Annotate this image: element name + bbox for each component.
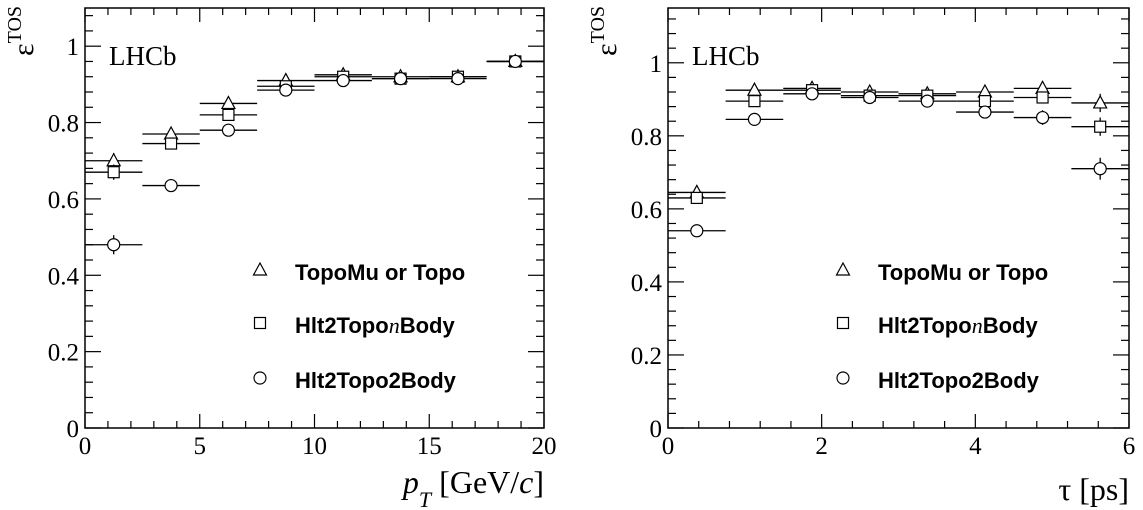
y-tick-label: 1 [650, 51, 663, 78]
legend-label-part: TopoMu or Topo [295, 260, 465, 285]
x-axis-label-c: c [519, 464, 533, 500]
y-tick-label: 0.8 [631, 124, 662, 151]
legend-marker-circle [253, 371, 267, 385]
data-point-triangle [106, 152, 122, 167]
data-point-square [690, 191, 703, 205]
data-point-triangle [163, 125, 179, 140]
y-tick-label: 1 [67, 34, 80, 61]
y-axis-label-superscript: TOS [587, 6, 609, 43]
legend-label-part: Hlt2Topo [295, 313, 389, 338]
x-axis-label: τ [ps] [1058, 471, 1129, 507]
x-tick-label: 0 [662, 433, 675, 460]
right-panel-tau: 0 2 4 6 0 0.2 0.4 0.6 0.8 1 εTOS τ [ps] LHCb TopoMu o… [587, 6, 1135, 507]
data-point-circle [336, 73, 350, 88]
y-tick-label: 0 [67, 416, 80, 443]
y-axis-label-symbol: ε [7, 43, 40, 56]
legend-label: Hlt2Topo2Body [878, 368, 1040, 393]
x-tick-label: 15 [417, 433, 442, 460]
lhcb-label: LHCb [692, 41, 760, 71]
data-point-square [107, 166, 120, 179]
data-point-circle [279, 83, 293, 97]
x-tick-label: 6 [1123, 433, 1136, 460]
data-point-circle [747, 112, 762, 126]
series-circle [668, 87, 1129, 238]
plot-frame [84, 7, 545, 429]
y-tick-label: 0.4 [48, 263, 80, 290]
legend-label: TopoMu or Topo [295, 260, 465, 285]
legend-marker-triangle [252, 261, 268, 276]
x-axis-label-unit-open: [GeV/ [431, 464, 519, 500]
series-circle [85, 54, 544, 255]
data-point-circle [805, 87, 819, 101]
legend-label: Hlt2ToponBody [295, 313, 455, 338]
data-point-circle [393, 72, 408, 86]
legend-label: Hlt2ToponBody [878, 313, 1038, 338]
x-tick-label: 0 [79, 433, 92, 460]
legend-label-part: Hlt2Topo [878, 313, 972, 338]
legend-label: TopoMu or Topo [878, 260, 1048, 285]
x-tick-label: 4 [969, 433, 982, 460]
legend-label-part: Hlt2Topo2Body [878, 368, 1040, 393]
series-triangle [668, 80, 1129, 199]
data-point-circle [107, 238, 121, 252]
data-point-circle [863, 90, 877, 105]
data-point-triangle [746, 81, 762, 96]
x-axis-label-p: p [401, 464, 419, 500]
y-axis-label-symbol: ε [590, 43, 623, 56]
data-point-circle [164, 178, 178, 193]
data-point-circle [1093, 162, 1107, 176]
legend-marker-square [836, 316, 850, 330]
legend-label-part: n [972, 313, 983, 338]
legend-label-part: n [389, 313, 400, 338]
y-tick-label: 0 [650, 416, 663, 443]
legend: TopoMu or Topo Hlt2ToponBody Hlt2Topo2Body [835, 260, 1048, 393]
series-triangle [85, 53, 544, 169]
data-point-circle [690, 224, 704, 238]
y-tick-label: 0.4 [631, 270, 663, 297]
data-point-square [1036, 91, 1049, 104]
data-point-circle [978, 105, 992, 119]
legend-label-part: Body [400, 313, 456, 338]
legend-marker-square [253, 316, 267, 330]
y-tick-label: 0.6 [631, 197, 662, 224]
data-point-circle [1035, 110, 1050, 125]
y-axis-label-superscript: TOS [4, 6, 26, 43]
data-point-square [222, 108, 235, 122]
y-axis-label: εTOS [4, 6, 40, 56]
data-point-square [1094, 120, 1107, 133]
legend-label-part: Body [983, 313, 1039, 338]
y-tick-label: 0.6 [48, 187, 79, 214]
data-point-square [164, 137, 178, 150]
legend: TopoMu or Topo Hlt2ToponBody Hlt2Topo2Body [252, 260, 465, 393]
series-square [668, 84, 1129, 205]
legend-label-part: TopoMu or Topo [878, 260, 1048, 285]
x-tick-label: 5 [194, 433, 207, 460]
data-point-square [978, 95, 992, 108]
data-point-triangle [220, 95, 236, 110]
data-point-circle [221, 123, 236, 137]
x-tick-label: 20 [532, 433, 557, 460]
y-tick-label: 0.2 [631, 343, 662, 370]
x-tick-label: 10 [302, 433, 327, 460]
x-axis-label: pT [GeV/c] [401, 464, 544, 510]
data-point-circle [508, 54, 522, 69]
y-tick-label: 0.2 [48, 340, 79, 367]
x-axis-label-sub: T [419, 487, 433, 510]
x-axis-label-unit-close: ] [533, 464, 544, 500]
left-panel-pt: 0 5 10 15 20 0 0.2 0.4 0.6 0.8 1 εTOS pT [GeV/c] LHCb… [4, 6, 557, 510]
legend-marker-circle [836, 371, 850, 385]
data-point-circle [451, 72, 465, 86]
legend-label: Hlt2Topo2Body [295, 368, 457, 393]
legend-marker-triangle [835, 261, 851, 276]
plot-frame [667, 7, 1130, 429]
data-point-square [748, 95, 761, 108]
y-axis-label: εTOS [587, 6, 623, 56]
data-point-triangle [1092, 94, 1108, 109]
lhcb-label: LHCb [109, 41, 177, 71]
legend-label-part: Hlt2Topo2Body [295, 368, 457, 393]
y-tick-label: 0.8 [48, 111, 79, 138]
data-point-circle [920, 94, 934, 108]
x-tick-label: 2 [815, 433, 828, 460]
